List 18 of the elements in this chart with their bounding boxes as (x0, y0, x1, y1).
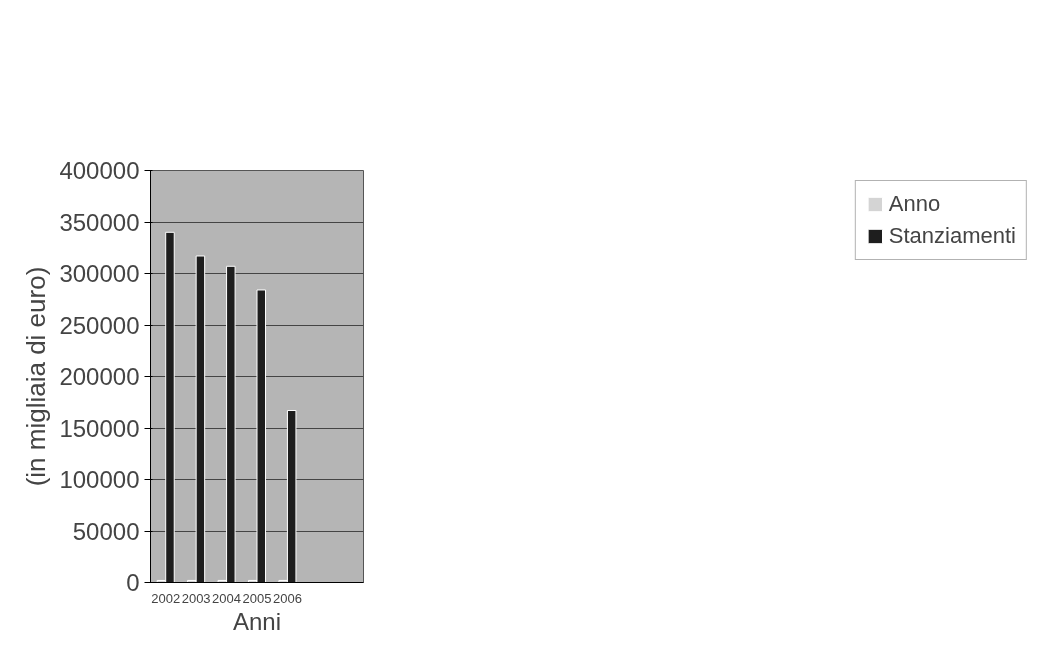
x-tick-label: 2006 (272, 590, 302, 606)
y-tick-label: 100000 (59, 466, 140, 493)
y-tick-label: 250000 (59, 311, 140, 339)
y-tick-label: 400000 (59, 157, 140, 184)
y-tick-label: 50000 (72, 517, 140, 545)
legend-label: Stanziamenti (888, 223, 1016, 249)
y-axis-title: (in migliaia di euro) (21, 266, 52, 487)
x-tick-label: 2002 (151, 590, 181, 606)
legend-label: Anno (888, 191, 941, 217)
x-tick-label: 2005 (242, 590, 272, 606)
x-tick-label: 2004 (212, 590, 242, 606)
y-tick-label: 300000 (59, 260, 140, 287)
y-tick-label: 200000 (59, 363, 140, 390)
y-tick-label: 350000 (59, 208, 140, 236)
y-tick-label: 150000 (59, 414, 140, 442)
x-tick-label: 2003 (181, 590, 211, 606)
y-tick-label: 0 (126, 569, 140, 596)
x-axis-title: Anni (232, 607, 282, 635)
